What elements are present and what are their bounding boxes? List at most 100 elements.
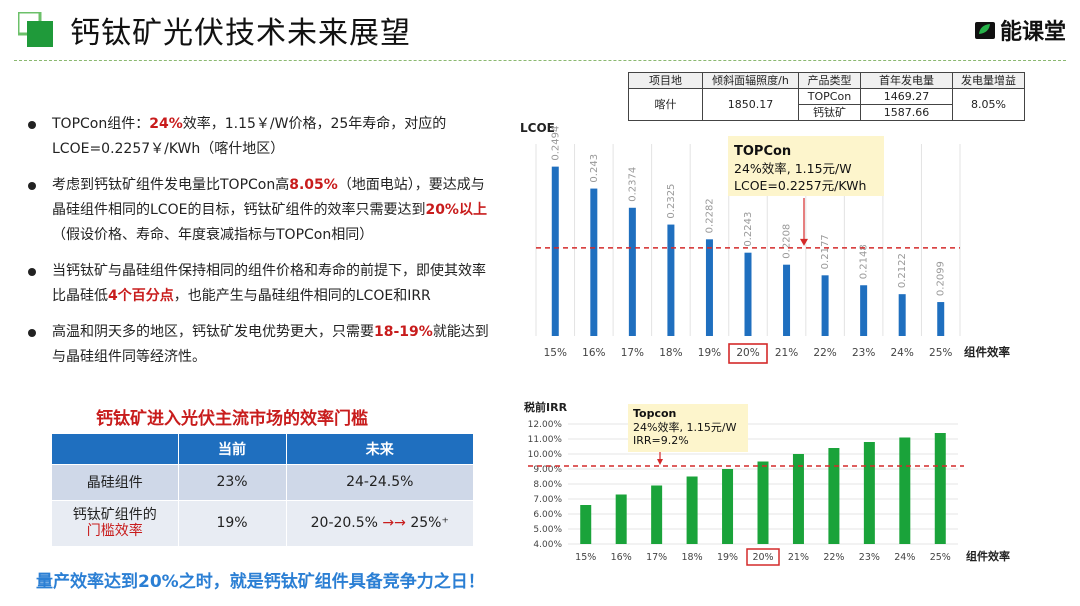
irr-annotation-box <box>628 404 748 452</box>
lcoe-data-label: 0.2148 <box>859 244 870 279</box>
cell-gen-2: 1587.66 <box>860 104 953 121</box>
bullet-item: TOPCon组件：24%效率，1.15￥/W价格，25年寿命，对应的LCOE=0… <box>28 112 498 162</box>
irr-tick-label: 25% <box>930 552 951 563</box>
lcoe-tick-label: 21% <box>775 347 798 359</box>
lcoe-data-label: 0.2374 <box>627 167 638 202</box>
irr-ytick-label: 7.00% <box>533 495 562 505</box>
irr-bar <box>651 485 663 544</box>
bullet-item: 当钙钛矿与晶硅组件保持相同的组件价格和寿命的前提下，即使其效率比晶硅低4个百分点… <box>28 259 498 309</box>
bullet-text: 考虑到钙钛矿组件发电量比TOPCon高 <box>52 177 290 193</box>
cell-gain: 8.05% <box>952 88 1025 121</box>
irr-ytick-label: 12.00% <box>528 420 563 430</box>
irr-bar <box>615 494 627 544</box>
irr-ytick-label: 8.00% <box>533 480 562 490</box>
lcoe-annotation-line: 24%效率, 1.15元/W <box>734 161 852 176</box>
lcoe-data-label: 0.2177 <box>820 234 831 269</box>
cell-location: 喀什 <box>628 88 703 121</box>
irr-ytick-label: 11.00% <box>528 435 563 445</box>
row-perovskite-future: 20-20.5% →→ 25%⁺ <box>286 499 474 546</box>
irr-tick-label: 18% <box>682 552 703 563</box>
title-deco-icon <box>18 12 53 47</box>
lcoe-bar <box>860 285 868 336</box>
lcoe-bar <box>628 207 636 336</box>
lcoe-tick-label: 24% <box>891 347 914 359</box>
bullet-highlight: 8.05% <box>289 177 338 193</box>
lcoe-tick-label: 22% <box>813 347 836 359</box>
lcoe-data-label: 0.2325 <box>666 184 677 219</box>
future-target: 25%⁺ <box>410 515 449 532</box>
leaf-book-icon <box>974 22 995 39</box>
irr-ylabel: 税前IRR <box>524 400 568 414</box>
lcoe-bar <box>705 239 713 336</box>
lcoe-annotation-box <box>728 136 884 196</box>
lcoe-highlight-box <box>728 343 768 364</box>
bullet-text: 当钙钛矿与晶硅组件保持相同的组件价格和寿命的前提下，即使其效率比晶硅低 <box>52 263 486 304</box>
irr-ytick-label: 6.00% <box>533 510 562 520</box>
header-divider <box>14 60 1066 61</box>
lcoe-bar <box>898 294 906 336</box>
lcoe-annotation-line: LCOE=0.2257元/KWh <box>734 178 866 193</box>
row-silicon-label: 晶硅组件 <box>52 463 179 500</box>
lcoe-tick-label: 25% <box>929 347 952 359</box>
lcoe-data-label: 0.243 <box>589 154 600 183</box>
brand-name: 能课堂 <box>999 20 1066 45</box>
irr-bar <box>899 437 911 544</box>
col-irradiance: 倾斜面辐照度/h <box>702 72 799 89</box>
footer-slogan: 量产效率达到20%之时，就是钙钛矿组件具备竞争力之日！ <box>36 572 485 592</box>
irr-tick-label: 23% <box>859 552 880 563</box>
col-gain: 发电量增益 <box>952 72 1025 89</box>
col-generation: 首年发电量 <box>860 72 953 89</box>
irr-bar <box>686 476 698 544</box>
irr-bar <box>934 433 946 544</box>
bullet-text: 效率，1.15￥/W价格，25年寿命，对应的LCOE=0.2257￥/KWh（喀… <box>52 116 447 157</box>
bullet-text: （假设价格、寿命、年度衰减指标与TOPCon相同） <box>52 227 374 243</box>
lcoe-data-label: 0.2494 <box>550 126 561 161</box>
irr-tick-label: 20% <box>752 552 773 563</box>
bullet-highlight: 18-19% <box>374 324 433 340</box>
lcoe-tick-label: 19% <box>698 347 721 359</box>
threshold-col-current: 当前 <box>178 434 287 464</box>
irr-annotation-line: IRR=9.2% <box>633 434 689 447</box>
bullet-text: （地面电站），要达成与晶硅组件相同的LCOE的目标，钙钛矿组件的效率只需要达到 <box>52 177 485 218</box>
page-title: 钙钛矿光伏技术未来展望 <box>70 16 411 51</box>
irr-ytick-label: 9.00% <box>533 465 562 475</box>
threshold-title: 钙钛矿进入光伏主流市场的效率门槛 <box>96 409 368 429</box>
row-perovskite-current: 19% <box>178 499 287 546</box>
irr-bar <box>828 448 840 544</box>
irr-bar <box>863 442 875 544</box>
irr-annotation-line: 24%效率, 1.15元/W <box>633 420 737 434</box>
lcoe-annotation-arrowhead <box>800 238 808 246</box>
irr-ytick-label: 4.00% <box>533 540 562 550</box>
lcoe-tick-label: 23% <box>852 347 875 359</box>
lcoe-bar <box>937 302 945 336</box>
lcoe-data-label: 0.2208 <box>782 224 793 259</box>
lcoe-tick-label: 15% <box>544 347 567 359</box>
lcoe-data-label: 0.2099 <box>936 261 947 296</box>
lcoe-bar <box>590 188 598 336</box>
row-perovskite-label-a: 钙钛矿组件的 <box>72 507 157 524</box>
bullet-item: 考虑到钙钛矿组件发电量比TOPCon高8.05%（地面电站），要达成与晶硅组件相… <box>28 173 498 248</box>
irr-tick-label: 16% <box>611 552 632 563</box>
future-arrow: →→ <box>382 515 406 532</box>
irr-ytick-label: 5.00% <box>533 525 562 535</box>
lcoe-tick-label: 16% <box>582 347 605 359</box>
irr-tick-label: 21% <box>788 552 809 563</box>
lcoe-xlabel: 组件效率 <box>964 345 1010 359</box>
col-product: 产品类型 <box>798 72 861 89</box>
cell-gen-1: 1469.27 <box>860 88 953 105</box>
bullet-highlight: 24% <box>149 116 183 132</box>
lcoe-bar <box>667 224 675 336</box>
irr-bar <box>722 469 734 544</box>
irr-annotation-title: Topcon <box>633 407 676 420</box>
lcoe-bar <box>551 166 559 336</box>
irr-annotation-arrowhead <box>657 459 663 465</box>
irr-tick-label: 24% <box>894 552 915 563</box>
brand-logo: 能课堂 <box>974 14 1066 46</box>
irr-tick-label: 17% <box>646 552 667 563</box>
bullet-text: 就能达到与晶硅组件同等经济性。 <box>52 324 489 365</box>
lcoe-bar <box>821 275 829 336</box>
irr-highlight-box <box>746 548 780 566</box>
threshold-col-future: 未来 <box>286 434 474 464</box>
lcoe-bar <box>783 264 791 336</box>
